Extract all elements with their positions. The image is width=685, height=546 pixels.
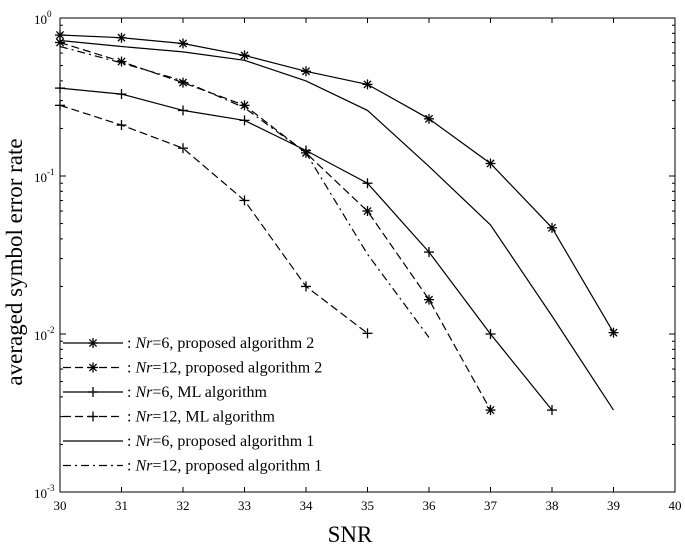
x-tick-label: 40: [669, 498, 682, 513]
legend-marker-1: [88, 338, 98, 348]
series-layer: [55, 30, 619, 416]
legend-entry-3: : Nr=6, ML algorithm: [127, 384, 268, 401]
legend-entry-6: : Nr=12, proposed algorithm 1: [127, 458, 322, 475]
series-1-point: [547, 223, 557, 232]
series-4: [55, 100, 373, 339]
legend-entry-5: : Nr=6, proposed algorithm 1: [127, 433, 314, 450]
series-1-point: [301, 67, 311, 76]
x-tick-label: 36: [423, 498, 437, 513]
series-1-point: [117, 33, 126, 42]
y-axis: 100 10-1 10-2 10-3: [34, 9, 675, 501]
legend-entry-2: : Nr=12, proposed algorithm 2: [127, 360, 322, 377]
series-1-point: [363, 80, 372, 89]
series-2-point: [178, 78, 188, 87]
series-5-line: [59, 39, 615, 411]
series-6-line: [59, 45, 430, 338]
series-2-point: [363, 206, 372, 216]
series-2-point: [240, 101, 249, 110]
x-tick-label: 33: [238, 498, 251, 513]
series-1-point: [55, 30, 65, 40]
x-tick-label: 32: [177, 498, 190, 513]
x-axis: 30 31 32 33 34 35 36 37 38 39 40: [54, 18, 682, 513]
series-6: [59, 45, 430, 338]
y-tick-label: 10-3: [34, 483, 55, 501]
series-1-point: [424, 114, 434, 123]
series-2: [55, 37, 496, 416]
series-1-line: [59, 34, 615, 333]
series-2-point: [486, 406, 495, 415]
y-tick-label: 100: [34, 9, 52, 27]
x-tick-label: 34: [300, 498, 314, 513]
legend: : Nr=6, proposed algorithm 2 : Nr=12, pro…: [63, 335, 322, 475]
series-1-point: [240, 51, 249, 60]
x-axis-title: SNR: [328, 522, 373, 546]
x-tick-label: 37: [484, 498, 498, 513]
y-tick-label: 10-1: [34, 167, 55, 185]
series-1: [55, 30, 619, 338]
legend-entry-1: : Nr=6, proposed algorithm 2: [127, 335, 314, 352]
x-tick-label: 39: [607, 498, 620, 513]
x-tick-label: 31: [115, 498, 128, 513]
y-axis-title: averaged symbol error rate: [2, 138, 27, 385]
series-2-line: [59, 41, 492, 411]
series-1-point: [178, 39, 188, 48]
series-1-point: [486, 159, 495, 168]
series-3: [55, 83, 557, 416]
series-5: [59, 39, 615, 411]
y-tick-label: 10-2: [34, 325, 55, 343]
series-1-point: [609, 328, 618, 337]
x-tick-label: 38: [546, 498, 559, 513]
series-2-point: [55, 38, 65, 47]
series-2-point: [424, 295, 434, 304]
legend-entry-4: : Nr=12, ML algorithm: [127, 409, 276, 426]
x-tick-label: 35: [361, 498, 374, 513]
series-2-point: [117, 57, 126, 66]
series-4-line: [59, 104, 368, 334]
legend-marker-2: [88, 363, 98, 372]
x-tick-label: 30: [54, 498, 67, 513]
